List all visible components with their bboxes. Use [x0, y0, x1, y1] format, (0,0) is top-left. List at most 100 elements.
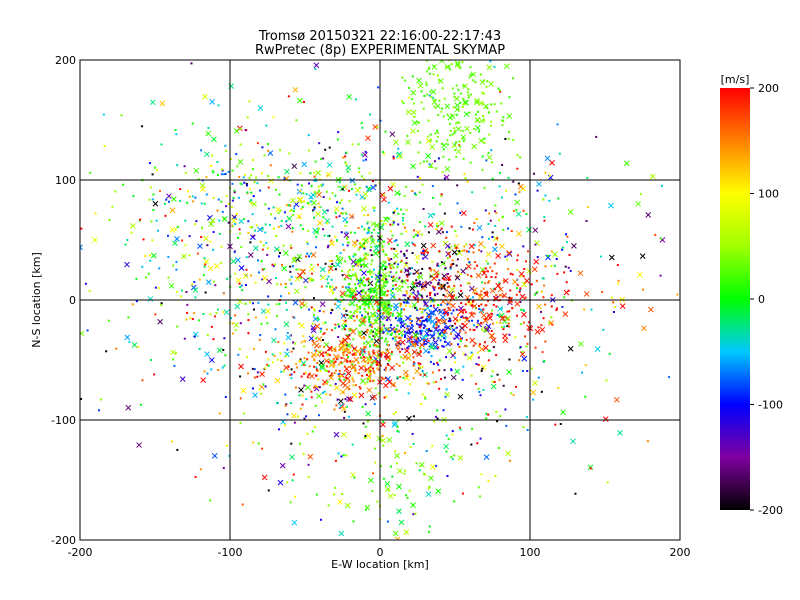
data-point — [438, 387, 441, 390]
data-point — [397, 319, 400, 322]
data-point — [536, 189, 539, 192]
data-point — [266, 253, 269, 256]
data-point — [307, 149, 310, 152]
data-point — [455, 155, 458, 158]
data-point — [515, 208, 518, 211]
data-point — [375, 285, 378, 288]
data-point-cross — [403, 267, 410, 274]
data-point — [405, 374, 408, 377]
data-point — [319, 518, 322, 521]
data-point — [435, 326, 438, 329]
data-point — [507, 268, 510, 271]
data-point — [145, 276, 148, 279]
data-point — [384, 337, 387, 340]
data-point — [487, 413, 490, 416]
data-point — [384, 377, 387, 380]
data-point — [176, 448, 179, 451]
data-point-cross — [259, 371, 265, 377]
grid-lines — [80, 60, 680, 540]
data-point — [475, 218, 478, 221]
data-point — [565, 233, 568, 236]
data-point — [470, 275, 473, 278]
data-point — [372, 352, 375, 355]
data-point-cross — [453, 243, 460, 250]
data-point — [512, 77, 515, 80]
data-point — [349, 351, 352, 354]
data-point — [358, 300, 361, 303]
data-point — [307, 475, 310, 478]
data-point — [435, 317, 438, 320]
data-point-cross — [296, 196, 303, 203]
data-point-cross — [403, 529, 410, 536]
data-point — [404, 79, 407, 82]
data-point — [280, 359, 283, 362]
data-point — [205, 193, 208, 196]
data-point — [568, 253, 571, 256]
data-point — [375, 296, 378, 299]
data-point-cross — [441, 142, 448, 149]
data-point-cross — [506, 250, 512, 256]
data-point — [457, 88, 460, 91]
data-point — [364, 284, 367, 287]
data-point — [254, 229, 257, 232]
data-point — [313, 208, 316, 211]
data-point — [323, 332, 326, 335]
data-point — [221, 169, 224, 172]
data-point — [349, 361, 352, 364]
data-point — [203, 265, 206, 268]
data-point — [339, 361, 342, 364]
data-point — [368, 186, 371, 189]
data-point — [417, 292, 420, 295]
data-point — [295, 119, 298, 122]
data-point — [402, 102, 405, 105]
data-point — [308, 277, 311, 280]
data-point-cross — [274, 377, 281, 384]
data-point-cross — [172, 240, 178, 247]
data-point — [239, 232, 242, 235]
data-point — [237, 353, 240, 356]
data-point — [186, 201, 189, 204]
data-point — [432, 268, 435, 271]
data-point — [364, 508, 367, 511]
data-point — [300, 341, 303, 344]
data-point — [355, 384, 358, 387]
data-point — [329, 384, 332, 387]
data-point — [148, 198, 151, 201]
data-point-cross — [648, 306, 654, 313]
data-point — [292, 265, 295, 268]
y-tick-label: 0 — [69, 294, 76, 307]
data-point — [544, 265, 547, 268]
data-point-cross — [464, 317, 470, 324]
data-point — [395, 271, 398, 274]
data-point — [563, 296, 566, 299]
data-point — [345, 286, 348, 289]
data-point — [455, 122, 458, 125]
data-point — [474, 81, 477, 84]
data-point — [314, 193, 317, 196]
data-point — [377, 279, 380, 282]
data-point — [386, 308, 389, 311]
data-point-cross — [468, 312, 475, 318]
data-point — [139, 218, 142, 221]
data-point — [173, 364, 176, 367]
data-point — [360, 122, 363, 125]
data-point — [402, 361, 405, 364]
data-point — [403, 472, 406, 475]
data-point — [364, 252, 367, 255]
data-point — [429, 269, 432, 272]
data-point — [276, 358, 279, 361]
data-point — [292, 341, 295, 344]
data-point-cross — [199, 186, 206, 193]
data-point — [492, 303, 495, 306]
data-point — [354, 272, 357, 275]
data-point — [506, 258, 509, 261]
data-point — [335, 216, 338, 219]
data-point — [453, 284, 456, 287]
data-point — [463, 245, 466, 248]
data-point — [354, 283, 357, 286]
data-point-cross — [234, 303, 241, 310]
data-point — [408, 489, 411, 492]
data-point — [419, 362, 422, 365]
data-point — [453, 92, 456, 95]
data-point — [461, 322, 464, 325]
